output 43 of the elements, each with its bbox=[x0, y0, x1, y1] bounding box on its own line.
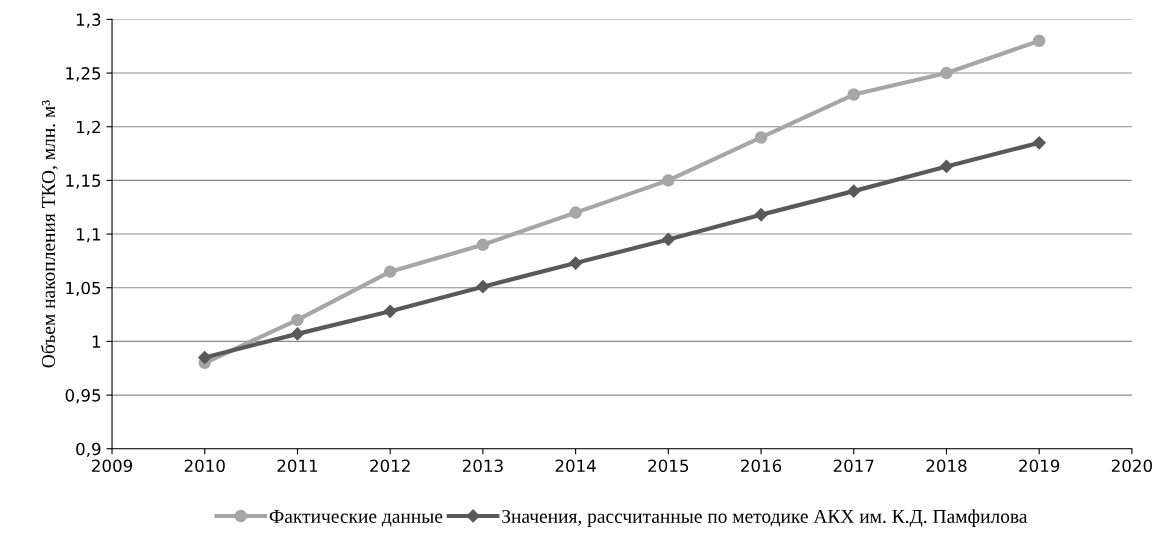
x-tick-label: 2013 bbox=[462, 459, 503, 473]
point bbox=[476, 238, 490, 252]
point bbox=[383, 304, 397, 318]
y-tick-label: 0,95 bbox=[65, 389, 101, 404]
y-tick-label: 1,1 bbox=[76, 228, 101, 243]
y-tick-label: 0,9 bbox=[76, 442, 101, 458]
point bbox=[847, 88, 861, 101]
y-tick-label: 1,15 bbox=[66, 174, 101, 189]
legend-label: Фактические данные bbox=[269, 510, 443, 527]
x-tick-label: 2019 bbox=[1019, 459, 1060, 473]
x-tick-label: 2020 bbox=[1111, 459, 1152, 473]
point bbox=[569, 206, 582, 219]
x-tick-label: 2014 bbox=[555, 459, 596, 473]
point bbox=[383, 265, 397, 278]
point bbox=[290, 327, 305, 341]
x-tick-label: 2010 bbox=[184, 459, 225, 473]
point bbox=[662, 174, 675, 187]
point bbox=[1032, 136, 1046, 150]
x-tick-label: 2012 bbox=[370, 459, 410, 473]
point bbox=[847, 184, 861, 198]
point bbox=[1032, 34, 1046, 48]
y-tick-label: 1 bbox=[92, 335, 101, 348]
x-tick-label: 2018 bbox=[926, 459, 967, 473]
point bbox=[569, 256, 583, 270]
point bbox=[661, 232, 675, 247]
y-tick-label: 1,3 bbox=[76, 13, 101, 28]
x-tick-label: 2017 bbox=[833, 459, 874, 473]
x-tick-label: 2015 bbox=[648, 459, 689, 473]
point bbox=[198, 350, 212, 365]
x-tick-label: 2016 bbox=[741, 459, 782, 473]
point bbox=[754, 131, 768, 144]
y-tick-label: 1,25 bbox=[66, 67, 101, 82]
x-tick-label: 2011 bbox=[277, 459, 318, 473]
point bbox=[939, 159, 954, 174]
y-tick-label: 1,05 bbox=[66, 281, 101, 296]
point bbox=[291, 313, 304, 327]
y-tick-label: 1,2 bbox=[76, 120, 100, 135]
point bbox=[476, 280, 490, 294]
y-axis-title: Объем накопления ТКО, млн. м³ bbox=[40, 100, 58, 368]
point bbox=[754, 208, 768, 222]
legend-label: Значения, рассчитанные по методике АКХ им. К.Д. Памфилова bbox=[502, 509, 1028, 527]
x-tick-label: 2009 bbox=[92, 459, 133, 473]
point bbox=[940, 66, 953, 80]
